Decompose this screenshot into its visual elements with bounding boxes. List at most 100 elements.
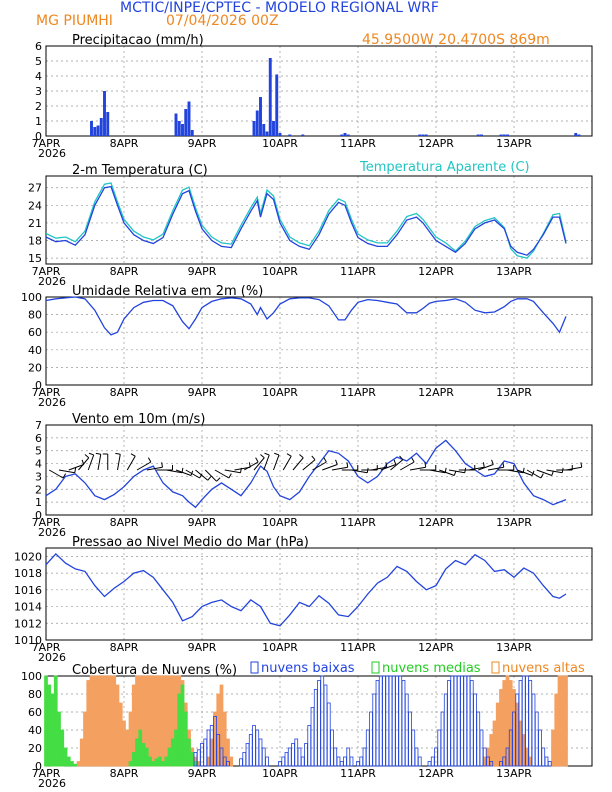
low-cloud-bar	[287, 747, 292, 767]
high-cloud-bar	[76, 761, 81, 767]
slp-frame	[45, 547, 593, 641]
precip-bar	[174, 113, 178, 136]
temp-ytick-label: 24	[28, 199, 42, 212]
mid-cloud-bar	[73, 763, 78, 767]
mid-cloud-bar	[70, 761, 74, 767]
rh-ytick-label: 80	[28, 309, 42, 322]
wind-barb-flag	[540, 473, 544, 479]
low-cloud-bar	[336, 756, 341, 767]
wind-barb	[507, 469, 524, 474]
rh-xtick-label: 13APR	[496, 386, 532, 399]
mid-cloud-bar	[161, 761, 165, 767]
cloud-legend-label: nuvens medias	[382, 661, 481, 676]
wind-barb	[517, 469, 533, 476]
clouds-ytick-label: 60	[28, 706, 42, 719]
high-cloud-bar	[83, 711, 87, 767]
low-cloud-bar	[382, 675, 386, 767]
precip-ytick-label: 0	[35, 130, 42, 143]
temp-xtick-label: 10APR	[262, 265, 298, 278]
precip-bar	[99, 118, 103, 136]
clouds-year-label: 2026	[38, 777, 66, 790]
clouds-xtick-label: 13APR	[496, 767, 532, 780]
precip-bar	[343, 133, 347, 136]
high-cloud-bar	[518, 720, 523, 767]
wind-barb	[312, 461, 327, 471]
wind-barb-flag	[199, 473, 203, 479]
high-cloud-bar	[554, 693, 559, 767]
wind-barb-flag	[311, 455, 316, 461]
high-cloud-bar	[564, 675, 568, 767]
precip-bar	[418, 134, 422, 136]
precip-bar	[96, 125, 100, 136]
precip-xtick-label: 9APR	[188, 137, 217, 150]
low-cloud-bar	[339, 761, 344, 767]
rh-title: Umidade Relativa em 2m (%)	[72, 284, 263, 299]
precip-bar	[346, 134, 350, 136]
low-cloud-bar	[294, 738, 299, 767]
wind-barb	[146, 466, 163, 471]
mid-cloud-bar	[151, 761, 156, 767]
high-cloud-bar	[512, 689, 516, 767]
slp-xtick-label: 8APR	[110, 641, 139, 654]
wind-barb	[136, 461, 152, 471]
cloud-legend-swatch	[250, 661, 259, 674]
chart-title: MCTIC/INPE/CPTEC - MODELO REGIONAL WRF	[120, 0, 439, 16]
precip-bar	[577, 134, 581, 136]
low-cloud-bar	[258, 738, 263, 767]
low-cloud-bar	[544, 756, 549, 767]
mid-cloud-bar	[174, 729, 178, 767]
mid-cloud-bar	[187, 738, 191, 767]
wind-barb-flag	[299, 454, 304, 459]
high-cloud-bar	[551, 729, 555, 767]
mid-cloud-bar	[131, 752, 136, 767]
high-cloud-bar	[99, 675, 104, 767]
low-cloud-bar	[460, 675, 464, 767]
precip-bar	[421, 134, 425, 136]
wind-xtick-label: 7APR	[32, 516, 61, 529]
wind-barb	[224, 469, 241, 474]
high-cloud-bar	[151, 675, 156, 767]
precip-bar	[190, 130, 194, 136]
high-cloud-bar	[226, 738, 230, 767]
mid-cloud-bar	[193, 761, 198, 767]
wind-barb	[468, 466, 485, 471]
clouds-ytick-label: 0	[35, 760, 42, 773]
precip-xtick-label: 11APR	[340, 137, 376, 150]
low-cloud-bar	[385, 675, 390, 767]
wind-barb-flag	[228, 473, 232, 479]
rh-ytick-label: 100	[21, 291, 42, 304]
low-cloud-bar	[346, 747, 351, 767]
rh-year-label: 2026	[38, 396, 66, 409]
wind-barb	[448, 469, 465, 474]
temp-line	[45, 185, 567, 256]
high-cloud-bar	[482, 756, 487, 767]
precip-bar	[301, 134, 305, 136]
low-cloud-bar	[489, 761, 494, 767]
mid-cloud-bar	[180, 684, 185, 767]
wind-barb	[282, 455, 292, 471]
wind-barb	[409, 466, 426, 471]
precip-bar	[181, 124, 184, 136]
wind-xtick-label: 12APR	[418, 516, 454, 529]
low-cloud-bar	[414, 747, 419, 767]
wind-barb	[253, 457, 265, 471]
high-cloud-bar	[109, 675, 113, 767]
low-cloud-bar	[349, 756, 354, 767]
cloud-legend-label: nuvens altas	[502, 661, 585, 676]
wind-xtick-label: 10APR	[262, 516, 298, 529]
slp-xtick-label: 12APR	[418, 641, 454, 654]
clouds-xtick-label: 7APR	[32, 767, 61, 780]
wind-ytick-label: 6	[35, 432, 42, 445]
low-cloud-bar	[313, 689, 318, 767]
wind-barb	[87, 454, 95, 471]
high-cloud-bar	[499, 689, 503, 767]
mid-cloud-bar	[50, 693, 55, 767]
low-cloud-bar	[450, 675, 455, 767]
low-cloud-bar	[437, 729, 442, 767]
wind-barb-flag	[411, 457, 415, 463]
wind-barb-flag	[335, 459, 338, 465]
wind-xtick-label: 9APR	[188, 516, 217, 529]
high-cloud-bar	[128, 711, 133, 767]
rh-ytick-label: 60	[28, 326, 42, 339]
precip-title: Precipitacao (mm/h)	[72, 33, 204, 48]
